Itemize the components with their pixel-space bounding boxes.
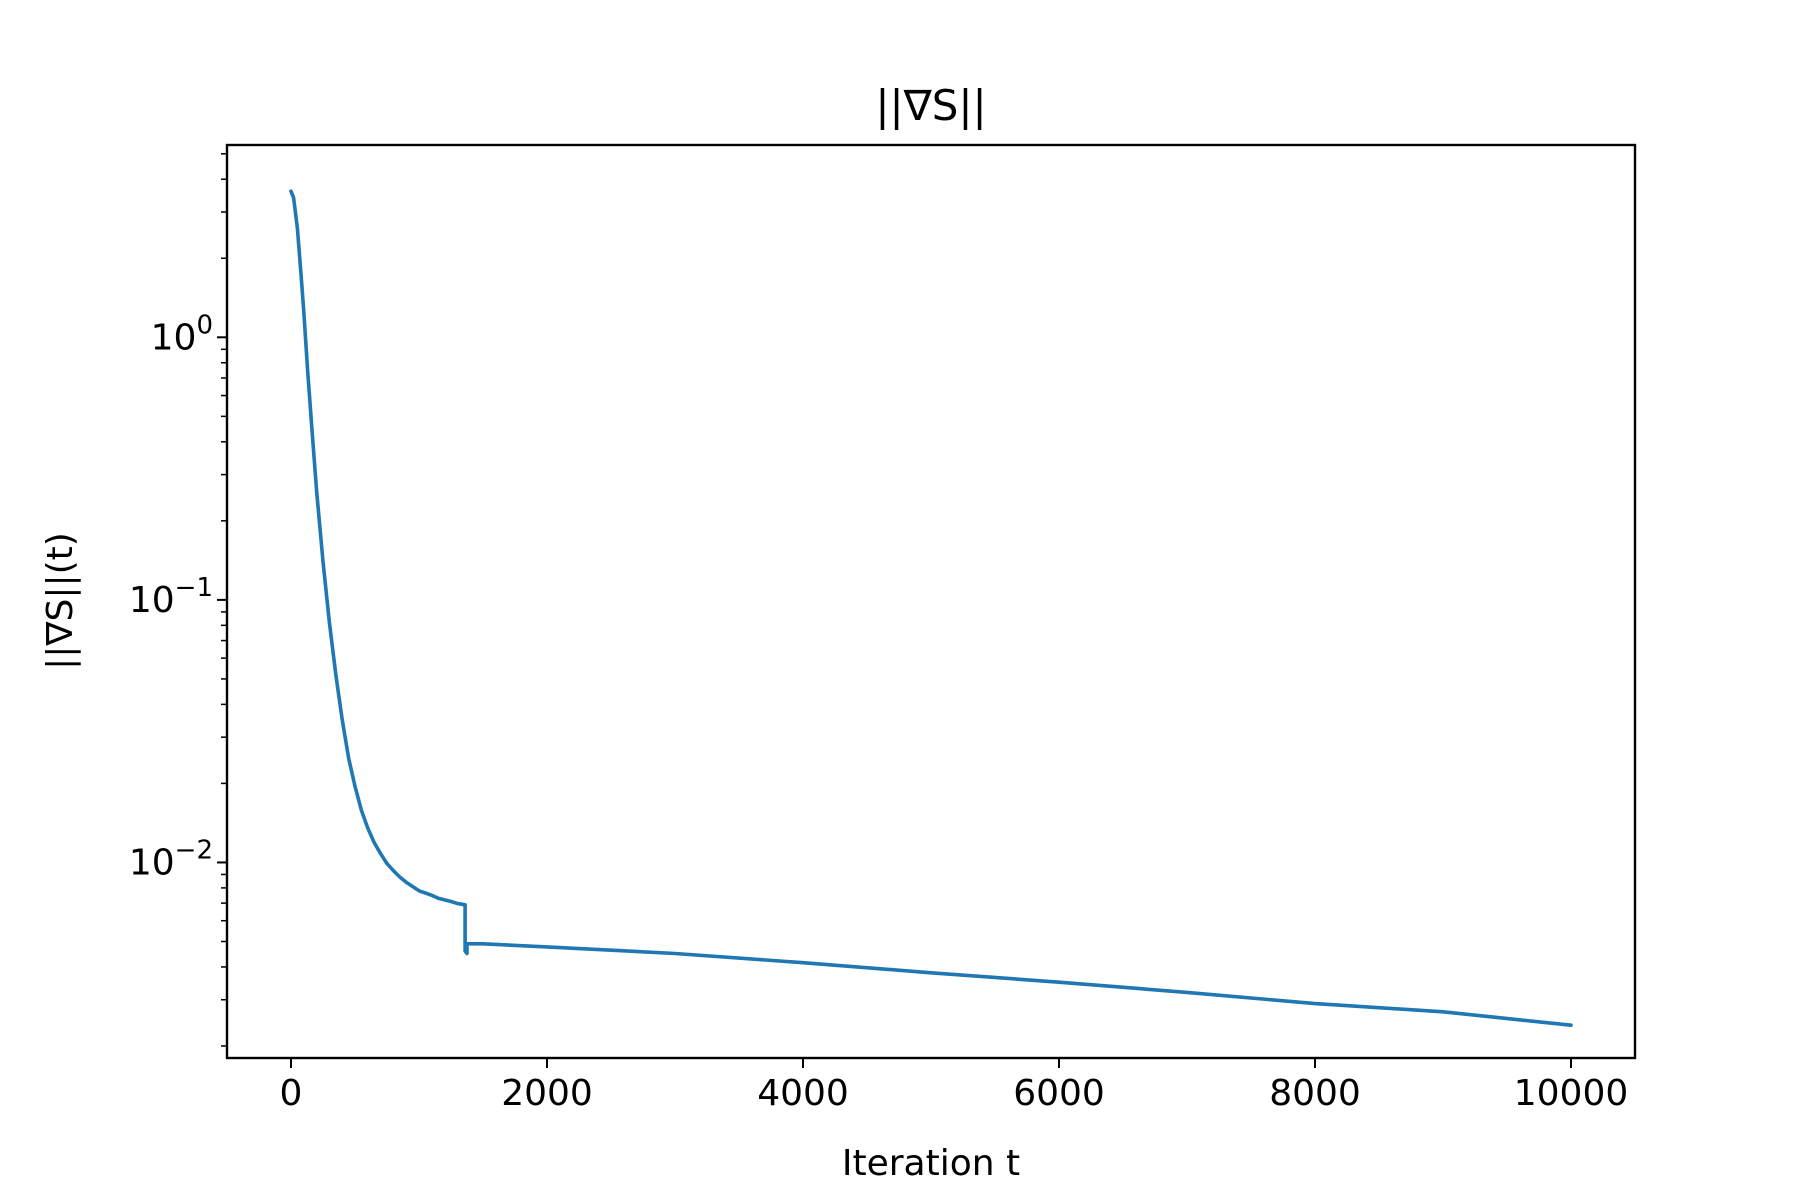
y-axis-label: ||∇S||(t) — [40, 532, 81, 670]
axis-ticks: 0 2000 4000 6000 8000 10000 100 10−1 10−2 — [129, 153, 1629, 1114]
y-tick-label: 10−1 — [129, 573, 213, 621]
x-tick-label: 10000 — [1514, 1073, 1629, 1114]
x-tick-label: 2000 — [501, 1073, 593, 1114]
x-tick-label: 0 — [280, 1073, 303, 1114]
x-tick-label: 6000 — [1013, 1073, 1105, 1114]
series-layer — [289, 189, 1573, 1027]
x-tick-label: 8000 — [1269, 1073, 1361, 1114]
y-tick-label: 100 — [151, 310, 213, 358]
plot-frame — [225, 143, 1637, 1060]
series-line — [289, 189, 1573, 1027]
x-tick-label: 4000 — [757, 1073, 849, 1114]
y-tick-label: 10−2 — [129, 835, 213, 883]
chart-title: ||∇S|| — [875, 81, 986, 130]
x-axis-label: Iteration t — [842, 1143, 1020, 1184]
